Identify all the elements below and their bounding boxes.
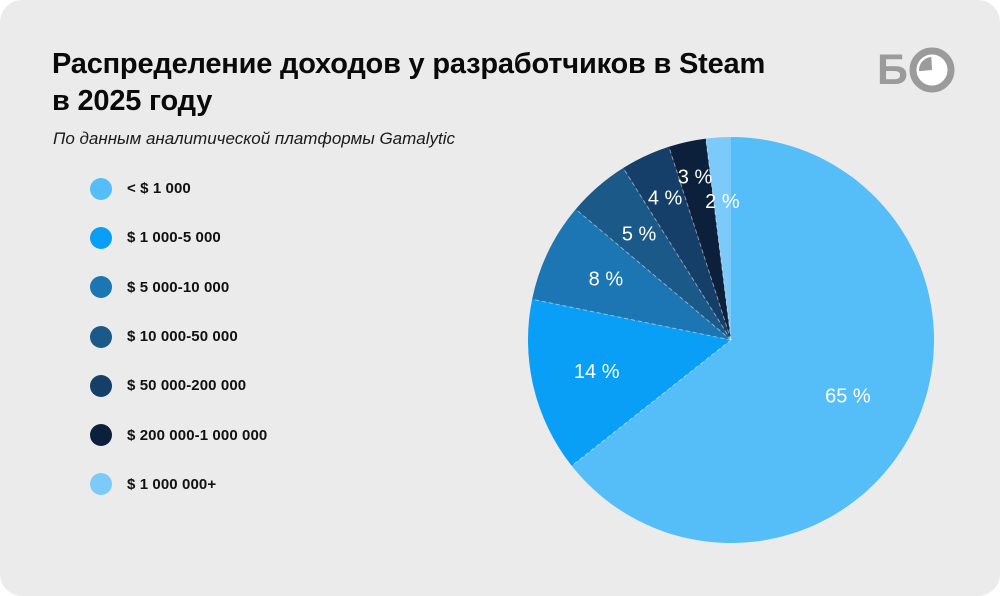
legend-dot	[90, 177, 112, 200]
legend-label: < $ 1 000	[127, 180, 191, 198]
legend-dot	[90, 424, 112, 447]
legend-item: $ 1 000-5 000	[90, 213, 267, 262]
pie-slice-label: 14 %	[574, 361, 620, 383]
legend-label: $ 1 000-5 000	[127, 229, 221, 247]
chart-legend: < $ 1 000 $ 1 000-5 000 $ 5 000-10 000 $ 10…	[90, 164, 267, 509]
legend-dot	[90, 276, 112, 299]
pie-slice-label: 4 %	[648, 187, 683, 209]
pie-slice-label: 5 %	[622, 223, 657, 245]
pie-slice	[571, 137, 934, 543]
page-title-line2: в 2025 году	[52, 85, 213, 117]
pie-chart-area: 65 % 14 % 8 % 5 % 4 % 3 % 2 %	[528, 137, 934, 543]
legend-label: $ 50 000-200 000	[127, 377, 247, 395]
pie-slice	[528, 299, 731, 466]
legend-item: < $ 1 000	[90, 164, 267, 213]
legend-dot	[90, 325, 112, 348]
brand-logo: Б	[877, 46, 955, 94]
legend-dot	[90, 473, 112, 496]
pie-slice-label: 2 %	[705, 191, 740, 213]
legend-item: $ 5 000-10 000	[90, 263, 267, 312]
pie-slice	[575, 168, 731, 340]
pie-slice-separator	[622, 167, 732, 341]
pie-slice-label: 65 %	[825, 386, 871, 408]
legend-item: $ 200 000-1 000 000	[90, 410, 267, 459]
legend-label: $ 5 000-10 000	[127, 278, 230, 296]
pie-chart: 65 % 14 % 8 % 5 % 4 %3 %2 %	[528, 137, 934, 543]
clock-circle-icon	[909, 47, 955, 93]
pie-slice	[532, 209, 731, 340]
legend-item: $ 50 000-200 000	[90, 361, 267, 410]
chart-subtitle: По данным аналитической платформы Gamaly…	[53, 129, 456, 148]
legend-dot	[90, 374, 112, 397]
page-title: Распределение доходов у разработчиков в …	[52, 46, 765, 120]
pie-slice	[705, 137, 731, 340]
legend-label: $ 1 000 000+	[127, 475, 217, 493]
pie-slice-separator	[571, 339, 732, 467]
legend-label: $ 200 000-1 000 000	[127, 426, 268, 444]
legend-label: $ 10 000-50 000	[127, 328, 238, 346]
pie-slice-separator	[575, 208, 732, 341]
pie-slice-label: 3 %	[678, 167, 713, 189]
pie-slice	[623, 146, 731, 340]
pie-slice-label: 8 %	[589, 268, 624, 290]
pie-slice	[668, 138, 731, 340]
page-title-line1: Распределение доходов у разработчиков в …	[52, 48, 766, 80]
brand-logo-letter: Б	[877, 46, 908, 94]
pie-slice-separator	[532, 298, 732, 341]
legend-item: $ 10 000-50 000	[90, 312, 267, 361]
pie-slice-separator	[705, 138, 732, 341]
pie-slice-separator	[668, 146, 732, 341]
legend-item: $ 1 000 000+	[90, 460, 267, 509]
legend-dot	[90, 226, 112, 249]
